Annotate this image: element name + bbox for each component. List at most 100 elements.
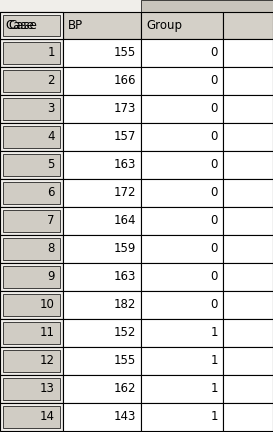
Bar xyxy=(141,263,223,291)
Text: 163: 163 xyxy=(114,159,136,172)
Bar xyxy=(0,95,63,123)
Bar xyxy=(223,291,273,319)
Text: 173: 173 xyxy=(114,102,136,115)
Bar xyxy=(3,154,60,176)
Text: 143: 143 xyxy=(114,410,136,423)
Bar xyxy=(141,67,223,95)
Text: 164: 164 xyxy=(114,215,136,228)
Text: 0: 0 xyxy=(211,159,218,172)
Bar xyxy=(3,350,60,372)
Text: 172: 172 xyxy=(114,187,136,200)
Bar xyxy=(223,207,273,235)
Text: 155: 155 xyxy=(114,355,136,368)
Bar xyxy=(141,151,223,179)
Bar xyxy=(3,378,60,400)
Text: 0: 0 xyxy=(211,270,218,283)
Bar xyxy=(63,319,141,347)
Bar xyxy=(63,403,141,431)
Bar xyxy=(63,207,141,235)
Bar xyxy=(0,263,63,291)
Bar xyxy=(63,375,141,403)
Bar xyxy=(223,151,273,179)
Bar xyxy=(223,347,273,375)
Text: 1: 1 xyxy=(210,382,218,396)
Bar xyxy=(0,207,63,235)
Bar xyxy=(141,207,223,235)
Bar xyxy=(223,235,273,263)
Text: 4: 4 xyxy=(48,130,55,143)
Bar xyxy=(3,70,60,92)
Text: 1: 1 xyxy=(210,355,218,368)
Text: BP: BP xyxy=(68,19,83,32)
Bar xyxy=(223,319,273,347)
Bar xyxy=(141,39,223,67)
Text: 1: 1 xyxy=(48,47,55,60)
Bar xyxy=(141,319,223,347)
Bar xyxy=(223,12,273,39)
Bar xyxy=(3,294,60,316)
Bar xyxy=(0,151,63,179)
Text: 12: 12 xyxy=(40,355,55,368)
Text: 2: 2 xyxy=(48,74,55,88)
Bar xyxy=(63,235,141,263)
Bar xyxy=(3,238,60,260)
Bar xyxy=(141,0,273,12)
Text: Case: Case xyxy=(8,19,37,32)
Text: 1: 1 xyxy=(210,410,218,423)
Text: 152: 152 xyxy=(114,327,136,340)
Text: 0: 0 xyxy=(211,215,218,228)
Text: 5: 5 xyxy=(48,159,55,172)
Bar xyxy=(141,235,223,263)
Bar xyxy=(63,67,141,95)
Text: 7: 7 xyxy=(48,215,55,228)
Text: 0: 0 xyxy=(211,102,218,115)
Bar xyxy=(141,12,223,39)
Bar xyxy=(223,263,273,291)
Bar xyxy=(223,39,273,67)
Text: 13: 13 xyxy=(40,382,55,396)
Bar xyxy=(223,179,273,207)
Text: 0: 0 xyxy=(211,242,218,255)
Bar xyxy=(0,403,63,431)
Bar xyxy=(141,95,223,123)
Text: Group: Group xyxy=(146,19,182,32)
Bar xyxy=(3,126,60,148)
Bar xyxy=(0,12,63,39)
Bar xyxy=(63,151,141,179)
Bar xyxy=(141,123,223,151)
Bar xyxy=(223,375,273,403)
Text: 6: 6 xyxy=(48,187,55,200)
Bar xyxy=(63,12,141,39)
Text: 0: 0 xyxy=(211,47,218,60)
Text: 163: 163 xyxy=(114,270,136,283)
Bar xyxy=(63,263,141,291)
Bar xyxy=(0,319,63,347)
Bar xyxy=(0,375,63,403)
Bar xyxy=(0,347,63,375)
Bar xyxy=(63,95,141,123)
Bar xyxy=(3,406,60,428)
Bar xyxy=(0,39,63,67)
Bar xyxy=(63,347,141,375)
Bar xyxy=(3,15,60,36)
Bar xyxy=(141,291,223,319)
Text: 3: 3 xyxy=(48,102,55,115)
Text: 0: 0 xyxy=(211,130,218,143)
Bar xyxy=(223,67,273,95)
Text: 166: 166 xyxy=(114,74,136,88)
Text: 159: 159 xyxy=(114,242,136,255)
Bar xyxy=(3,98,60,120)
Text: 155: 155 xyxy=(114,47,136,60)
Text: Case: Case xyxy=(5,19,34,32)
Bar xyxy=(63,39,141,67)
Bar xyxy=(141,375,223,403)
Bar xyxy=(63,123,141,151)
Bar xyxy=(0,123,63,151)
Text: 157: 157 xyxy=(114,130,136,143)
Bar xyxy=(63,179,141,207)
Bar xyxy=(223,95,273,123)
Text: 182: 182 xyxy=(114,299,136,311)
Text: 14: 14 xyxy=(40,410,55,423)
Bar xyxy=(3,182,60,204)
Bar xyxy=(3,210,60,232)
